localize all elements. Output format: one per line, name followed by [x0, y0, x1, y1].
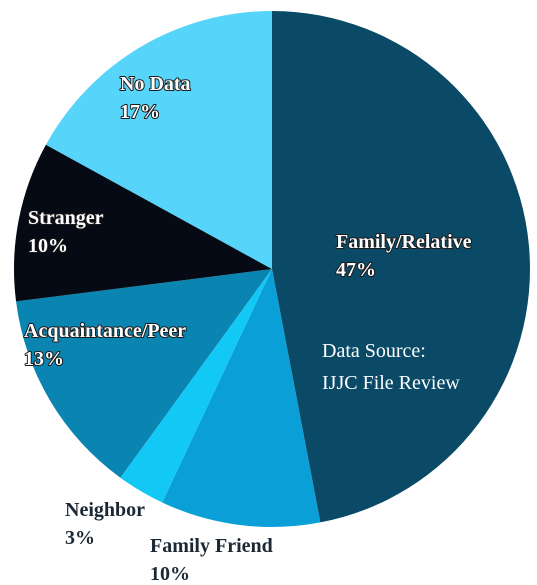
slice-label: Neighbor	[65, 499, 145, 521]
pie	[14, 11, 530, 527]
slice	[272, 11, 530, 523]
value-label: 3%	[65, 527, 95, 549]
slice-label: Family Friend	[150, 535, 273, 557]
slice-label: Family/Relative	[336, 231, 472, 253]
value-label: 10%	[150, 563, 190, 585]
value-label: 47%	[336, 259, 376, 281]
slice	[45, 11, 273, 269]
slice	[14, 144, 273, 302]
annotation: Data Source:	[322, 340, 426, 362]
annotation: IJJC File Review	[322, 372, 460, 394]
value-label: 17%	[120, 101, 160, 123]
value-label: 10%	[28, 235, 68, 257]
slice-label: Stranger	[28, 207, 104, 229]
value-label: 13%	[24, 348, 64, 370]
slice	[162, 269, 321, 527]
slice-label: No Data	[120, 73, 191, 95]
slice	[120, 269, 272, 503]
labels: Family/Relative 47% Family Friend 10% Neighb…	[23, 72, 473, 585]
slice-label: Acquaintance/Peer	[24, 320, 186, 342]
slice	[16, 269, 272, 478]
